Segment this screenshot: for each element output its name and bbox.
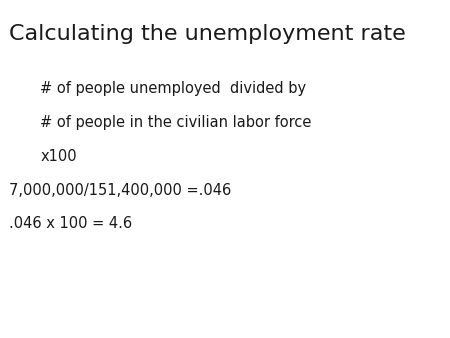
Text: # of people in the civilian labor force: # of people in the civilian labor force [40, 115, 312, 130]
Text: Calculating the unemployment rate: Calculating the unemployment rate [9, 24, 406, 44]
Text: .046 x 100 = 4.6: .046 x 100 = 4.6 [9, 216, 132, 231]
Text: 7,000,000/151,400,000 =.046: 7,000,000/151,400,000 =.046 [9, 183, 231, 197]
Text: # of people unemployed  divided by: # of people unemployed divided by [40, 81, 306, 96]
Text: x100: x100 [40, 149, 77, 164]
